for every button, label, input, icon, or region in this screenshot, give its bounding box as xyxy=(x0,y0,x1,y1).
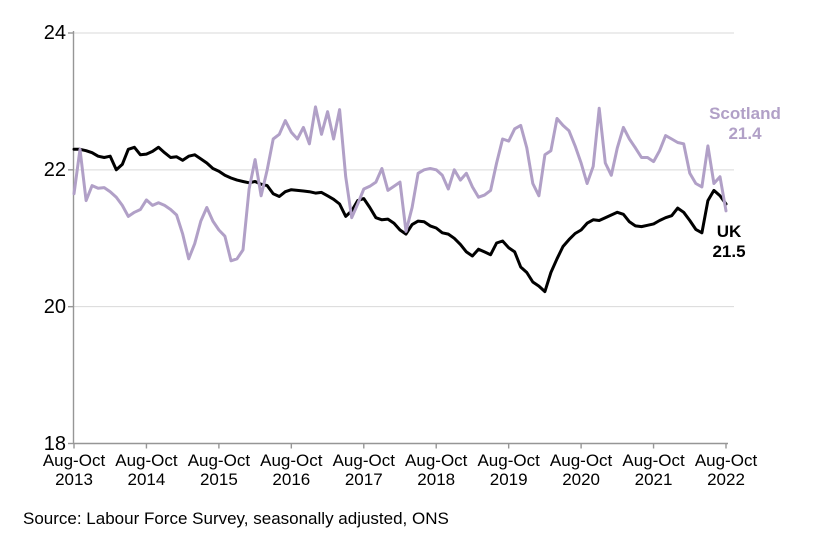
uk-series-label: UK 21.5 xyxy=(694,222,764,262)
x-axis-year-label: 2017 xyxy=(344,470,383,489)
y-axis-label-20: 20 xyxy=(43,295,66,318)
x-axis-period-label: Aug-Oct xyxy=(549,451,613,470)
x-axis-label-2017: Aug-Oct 2017 xyxy=(326,451,402,489)
x-axis-period-label: Aug-Oct xyxy=(405,451,468,470)
scotland-label-name: Scotland xyxy=(709,104,781,123)
x-axis-year-label: 2019 xyxy=(489,470,528,489)
x-axis-year-label: 2020 xyxy=(562,470,601,489)
x-axis-label-2019: Aug-Oct 2019 xyxy=(471,451,547,489)
x-axis-year-label: 2013 xyxy=(55,470,93,489)
uk-label-name: UK xyxy=(716,222,742,241)
x-axis-period-label: Aug-Oct xyxy=(187,451,251,470)
uk-line xyxy=(72,145,728,294)
x-axis-year-label: 2016 xyxy=(272,470,311,489)
scotland-line xyxy=(72,105,728,263)
uk-label-value: 21.5 xyxy=(712,242,746,261)
x-axis-label-2022: Aug-Oct 2022 xyxy=(688,451,764,489)
source-note: Source: Labour Force Survey, seasonally … xyxy=(23,509,449,528)
x-axis-period-label: Aug-Oct xyxy=(694,451,758,470)
x-axis-label-2015: Aug-Oct 2015 xyxy=(181,451,257,489)
x-axis-period-label: Aug-Oct xyxy=(332,451,395,470)
x-axis-year-label: 2018 xyxy=(417,470,456,489)
x-axis-label-2020: Aug-Oct 2020 xyxy=(543,451,619,489)
y-axis-label-24: 24 xyxy=(43,22,66,44)
x-axis-label-2021: Aug-Oct 2021 xyxy=(616,451,692,489)
x-axis-period-label: Aug-Oct xyxy=(115,451,178,470)
x-axis-year-label: 2015 xyxy=(199,470,238,489)
x-axis-period-label: Aug-Oct xyxy=(42,451,106,470)
scotland-series-label: Scotland 21.4 xyxy=(700,104,790,144)
x-axis-year-label: 2021 xyxy=(634,470,673,489)
scotland-label-value: 21.4 xyxy=(728,124,762,143)
y-axis-label-18: 18 xyxy=(43,432,66,455)
x-axis-period-label: Aug-Oct xyxy=(622,451,685,470)
x-axis-label-2016: Aug-Oct 2016 xyxy=(253,451,329,489)
x-axis-label-2013: Aug-Oct 2013 xyxy=(36,451,112,489)
x-axis-period-label: Aug-Oct xyxy=(477,451,540,470)
x-axis-period-label: Aug-Oct xyxy=(260,451,323,470)
y-axis-label-22: 22 xyxy=(43,158,66,181)
x-axis-label-2014: Aug-Oct 2014 xyxy=(108,451,184,489)
x-axis-year-label: 2022 xyxy=(707,470,745,489)
x-axis-label-2018: Aug-Oct 2018 xyxy=(398,451,474,489)
x-axis-year-label: 2014 xyxy=(127,470,166,489)
